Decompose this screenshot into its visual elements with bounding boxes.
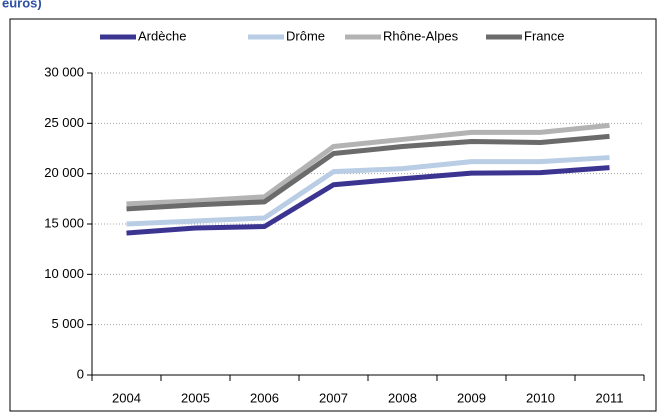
y-tick-label: 25 000: [44, 115, 84, 130]
x-tick-label: 2009: [457, 390, 486, 405]
x-tick-label: 2010: [526, 390, 555, 405]
chart-border: [9, 18, 657, 412]
legend-label: Drôme: [286, 28, 325, 43]
x-tick-label: 2006: [250, 390, 279, 405]
legend-label: Ardèche: [138, 28, 186, 43]
y-tick-label: 20 000: [44, 165, 84, 180]
x-tick-label: 2007: [319, 390, 348, 405]
y-tick-label: 15 000: [44, 215, 84, 230]
x-tick-label: 2005: [181, 390, 210, 405]
series-line: [126, 155, 610, 227]
series-line: [126, 133, 610, 212]
series-line: [126, 122, 610, 207]
y-tick-label: 5 000: [51, 316, 84, 331]
y-tick-label: 30 000: [44, 64, 84, 79]
x-tick-label: 2011: [596, 390, 624, 405]
y-tick-label: 0: [77, 366, 84, 381]
chart-subtitle: euros): [2, 0, 42, 10]
y-tick-label: 10 000: [44, 266, 84, 281]
legend-label: Rhône-Alpes: [383, 28, 459, 43]
x-tick-label: 2004: [112, 390, 141, 405]
x-tick-label: 2008: [388, 390, 417, 405]
legend-label: France: [524, 28, 564, 43]
series-line: [126, 165, 610, 236]
